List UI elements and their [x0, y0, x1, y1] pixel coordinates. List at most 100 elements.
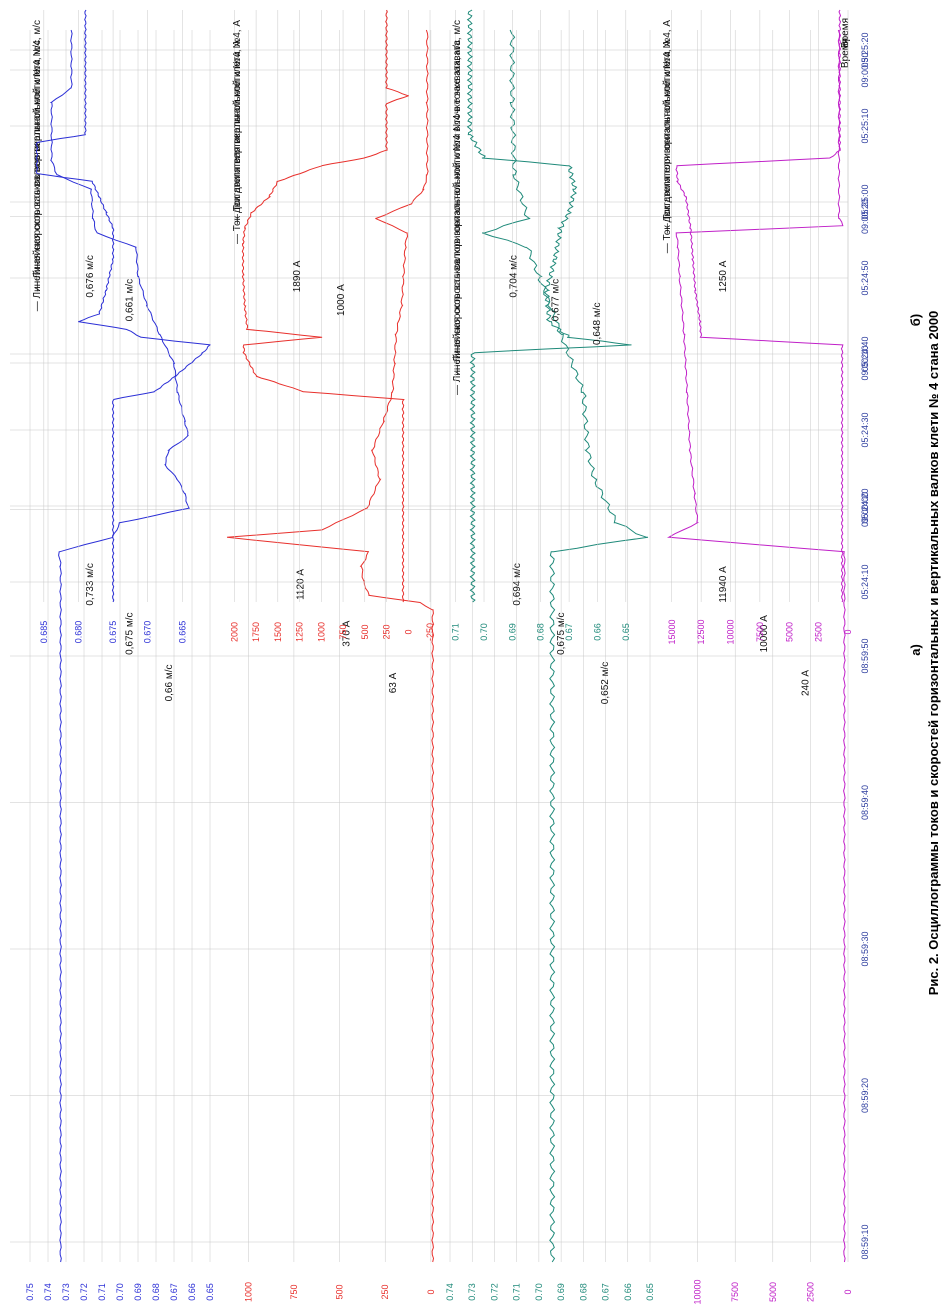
value-tick-label: 0.66	[187, 1283, 197, 1301]
value-tick-label: 0	[426, 1289, 436, 1294]
value-tick-label: -250	[425, 623, 435, 641]
time-tick-label: 05:24:20	[860, 488, 870, 523]
panel-a-speed_h: 0.74 0.73 0.72 0.71 0.70 0.69 0.68 0.67 0.66 0.65…	[445, 29, 655, 1301]
chart-a: 08:59:10 08:59:20 08:59:30 08:59:40 08:59:50…	[10, 29, 870, 1305]
value-tick-label: 7500	[755, 622, 765, 642]
value-tick-label: 10000	[693, 1279, 703, 1304]
panel-title: — Ток двигателя вертикальной клети №4, А	[232, 20, 243, 224]
value-tick-label: 2500	[805, 1282, 815, 1302]
time-tick-label: 05:24:30	[860, 412, 870, 447]
value-tick-label: 0.69	[133, 1283, 143, 1301]
series-line	[35, 9, 211, 603]
value-tick-label: 0.70	[115, 1283, 125, 1301]
value-tick-label: 500	[360, 624, 370, 639]
time-tick-label: 09:00:00	[860, 492, 870, 527]
value-tick-label: 1000	[243, 1282, 253, 1302]
value-tick-label: 5000	[784, 622, 794, 642]
value-tick-label: 0.69	[507, 623, 517, 641]
annotation-label: 10000 А	[759, 615, 770, 653]
panel-title: — Ток двигателя вертикальной клети №4, А	[232, 40, 243, 244]
value-tick-label: 1500	[273, 622, 283, 642]
value-tick-label: 0.74	[445, 1283, 455, 1301]
value-tick-label: 0.72	[79, 1283, 89, 1301]
value-tick-label: 0.72	[489, 1283, 499, 1301]
panel-b-speed_v: 0.685 0.680 0.675 0.670 0.665 — Линейная скор…	[32, 9, 211, 644]
time-tick-label: 08:59:30	[860, 931, 870, 966]
value-tick-label: 1000	[316, 622, 326, 642]
annotation-label: 0,694 м/с	[512, 563, 523, 605]
series-line	[241, 9, 409, 603]
annotation-label: 0,66 м/с	[164, 665, 175, 702]
annotation-label: 0,675 м/с	[125, 612, 136, 654]
series-line	[49, 29, 190, 1263]
value-tick-label: 500	[335, 1284, 345, 1299]
value-tick-label: 0.75	[25, 1283, 35, 1301]
time-tick-label: 05:25:00	[860, 184, 870, 219]
value-tick-label: 0.68	[151, 1283, 161, 1301]
time-tick-label: 05:24:50	[860, 260, 870, 295]
value-tick-label: 0.65	[621, 623, 631, 641]
time-tick-label: 05:24:10	[860, 564, 870, 599]
value-tick-label: 0.675	[108, 621, 118, 644]
value-tick-label: 2500	[814, 622, 824, 642]
panel-title: — Линейная скорость валков горизонтально…	[452, 20, 463, 375]
annotation-label: 1120 А	[296, 569, 307, 600]
value-tick-label: 250	[380, 1284, 390, 1299]
value-tick-label: 7500	[730, 1282, 740, 1302]
time-tick-label: 08:59:10	[860, 1224, 870, 1259]
value-tick-label: 15000	[667, 619, 677, 644]
panel-a-current_v: 1000 750 500 250 0 — Ток двигателя вертикальн…	[226, 29, 436, 1302]
series-line	[675, 9, 844, 603]
panel-a-current_h: 10000 7500 5000 2500 0 — Ток двигателя горизо…	[662, 29, 853, 1305]
annotation-label: 0,676 м/с	[85, 255, 96, 297]
annotation-label: 1250 А	[718, 260, 729, 292]
annotation-label: 0,704 м/с	[509, 255, 520, 297]
annotation-label: 0,675 м/с	[556, 612, 567, 654]
annotation-label: 370 А	[342, 620, 353, 646]
value-tick-label: 0.67	[564, 623, 574, 641]
value-tick-label: 0.680	[73, 621, 83, 644]
value-tick-label: 0.71	[451, 623, 461, 641]
annotation-label: 0,733 м/с	[85, 563, 96, 605]
value-tick-label: 0.70	[479, 623, 489, 641]
value-tick-label: 0.67	[169, 1283, 179, 1301]
series-line	[666, 29, 846, 1263]
series-line	[482, 29, 649, 1263]
panel-a-speed_v: 0.75 0.74 0.73 0.72 0.71 0.70 0.69 0.68 0.67 0.66…	[25, 29, 215, 1301]
time-tick-label: 09:00:10	[860, 345, 870, 380]
annotation-label: 0,652 м/с	[600, 662, 611, 704]
value-tick-label: 0.73	[467, 1283, 477, 1301]
time-tick-label: 05:25:20	[860, 32, 870, 67]
value-tick-label: 12500	[696, 619, 706, 644]
value-tick-label: 0.670	[143, 621, 153, 644]
value-tick-label: 0.67	[601, 1283, 611, 1301]
series-line	[466, 9, 632, 603]
value-tick-label: 0.66	[592, 623, 602, 641]
value-tick-label: 2000	[229, 622, 239, 642]
panel-title: — Линейная скорость валков горизонтально…	[452, 40, 463, 395]
value-tick-label: 1250	[295, 622, 305, 642]
panel-b-speed_h: 0.71 0.70 0.69 0.68 0.67 0.66 0.65 — Линейная с…	[451, 9, 632, 641]
value-tick-label: 750	[289, 1284, 299, 1299]
value-tick-label: 250	[382, 624, 392, 639]
time-tick-label: 08:59:20	[860, 1078, 870, 1113]
panel-title: — Линейная скорость валков вертикальной …	[32, 40, 43, 311]
value-tick-label: 0.74	[43, 1283, 53, 1301]
value-tick-label: 1750	[251, 622, 261, 642]
time-tick-label: 08:59:50	[860, 638, 870, 673]
value-tick-label: 5000	[768, 1282, 778, 1302]
time-axis-label: Время	[840, 18, 851, 48]
value-tick-label: 0	[843, 629, 853, 634]
annotation-label: 0,661 м/с	[125, 279, 136, 321]
value-tick-label: 0	[403, 629, 413, 634]
panel-b-current_v: 2000 1750 1500 1250 1000 750 500 250 0 -250 — Ток …	[229, 9, 435, 642]
annotation-label: 0,677 м/с	[550, 279, 561, 321]
value-tick-label: 0.69	[556, 1283, 566, 1301]
value-tick-label: 10000	[726, 619, 736, 644]
value-tick-label: 0.71	[512, 1283, 522, 1301]
value-tick-label: 0.71	[97, 1283, 107, 1301]
annotation-label: 11940 А	[718, 566, 729, 603]
label-a: а)	[908, 644, 923, 656]
value-tick-label: 0.65	[645, 1283, 655, 1301]
value-tick-label: 750	[338, 624, 348, 639]
